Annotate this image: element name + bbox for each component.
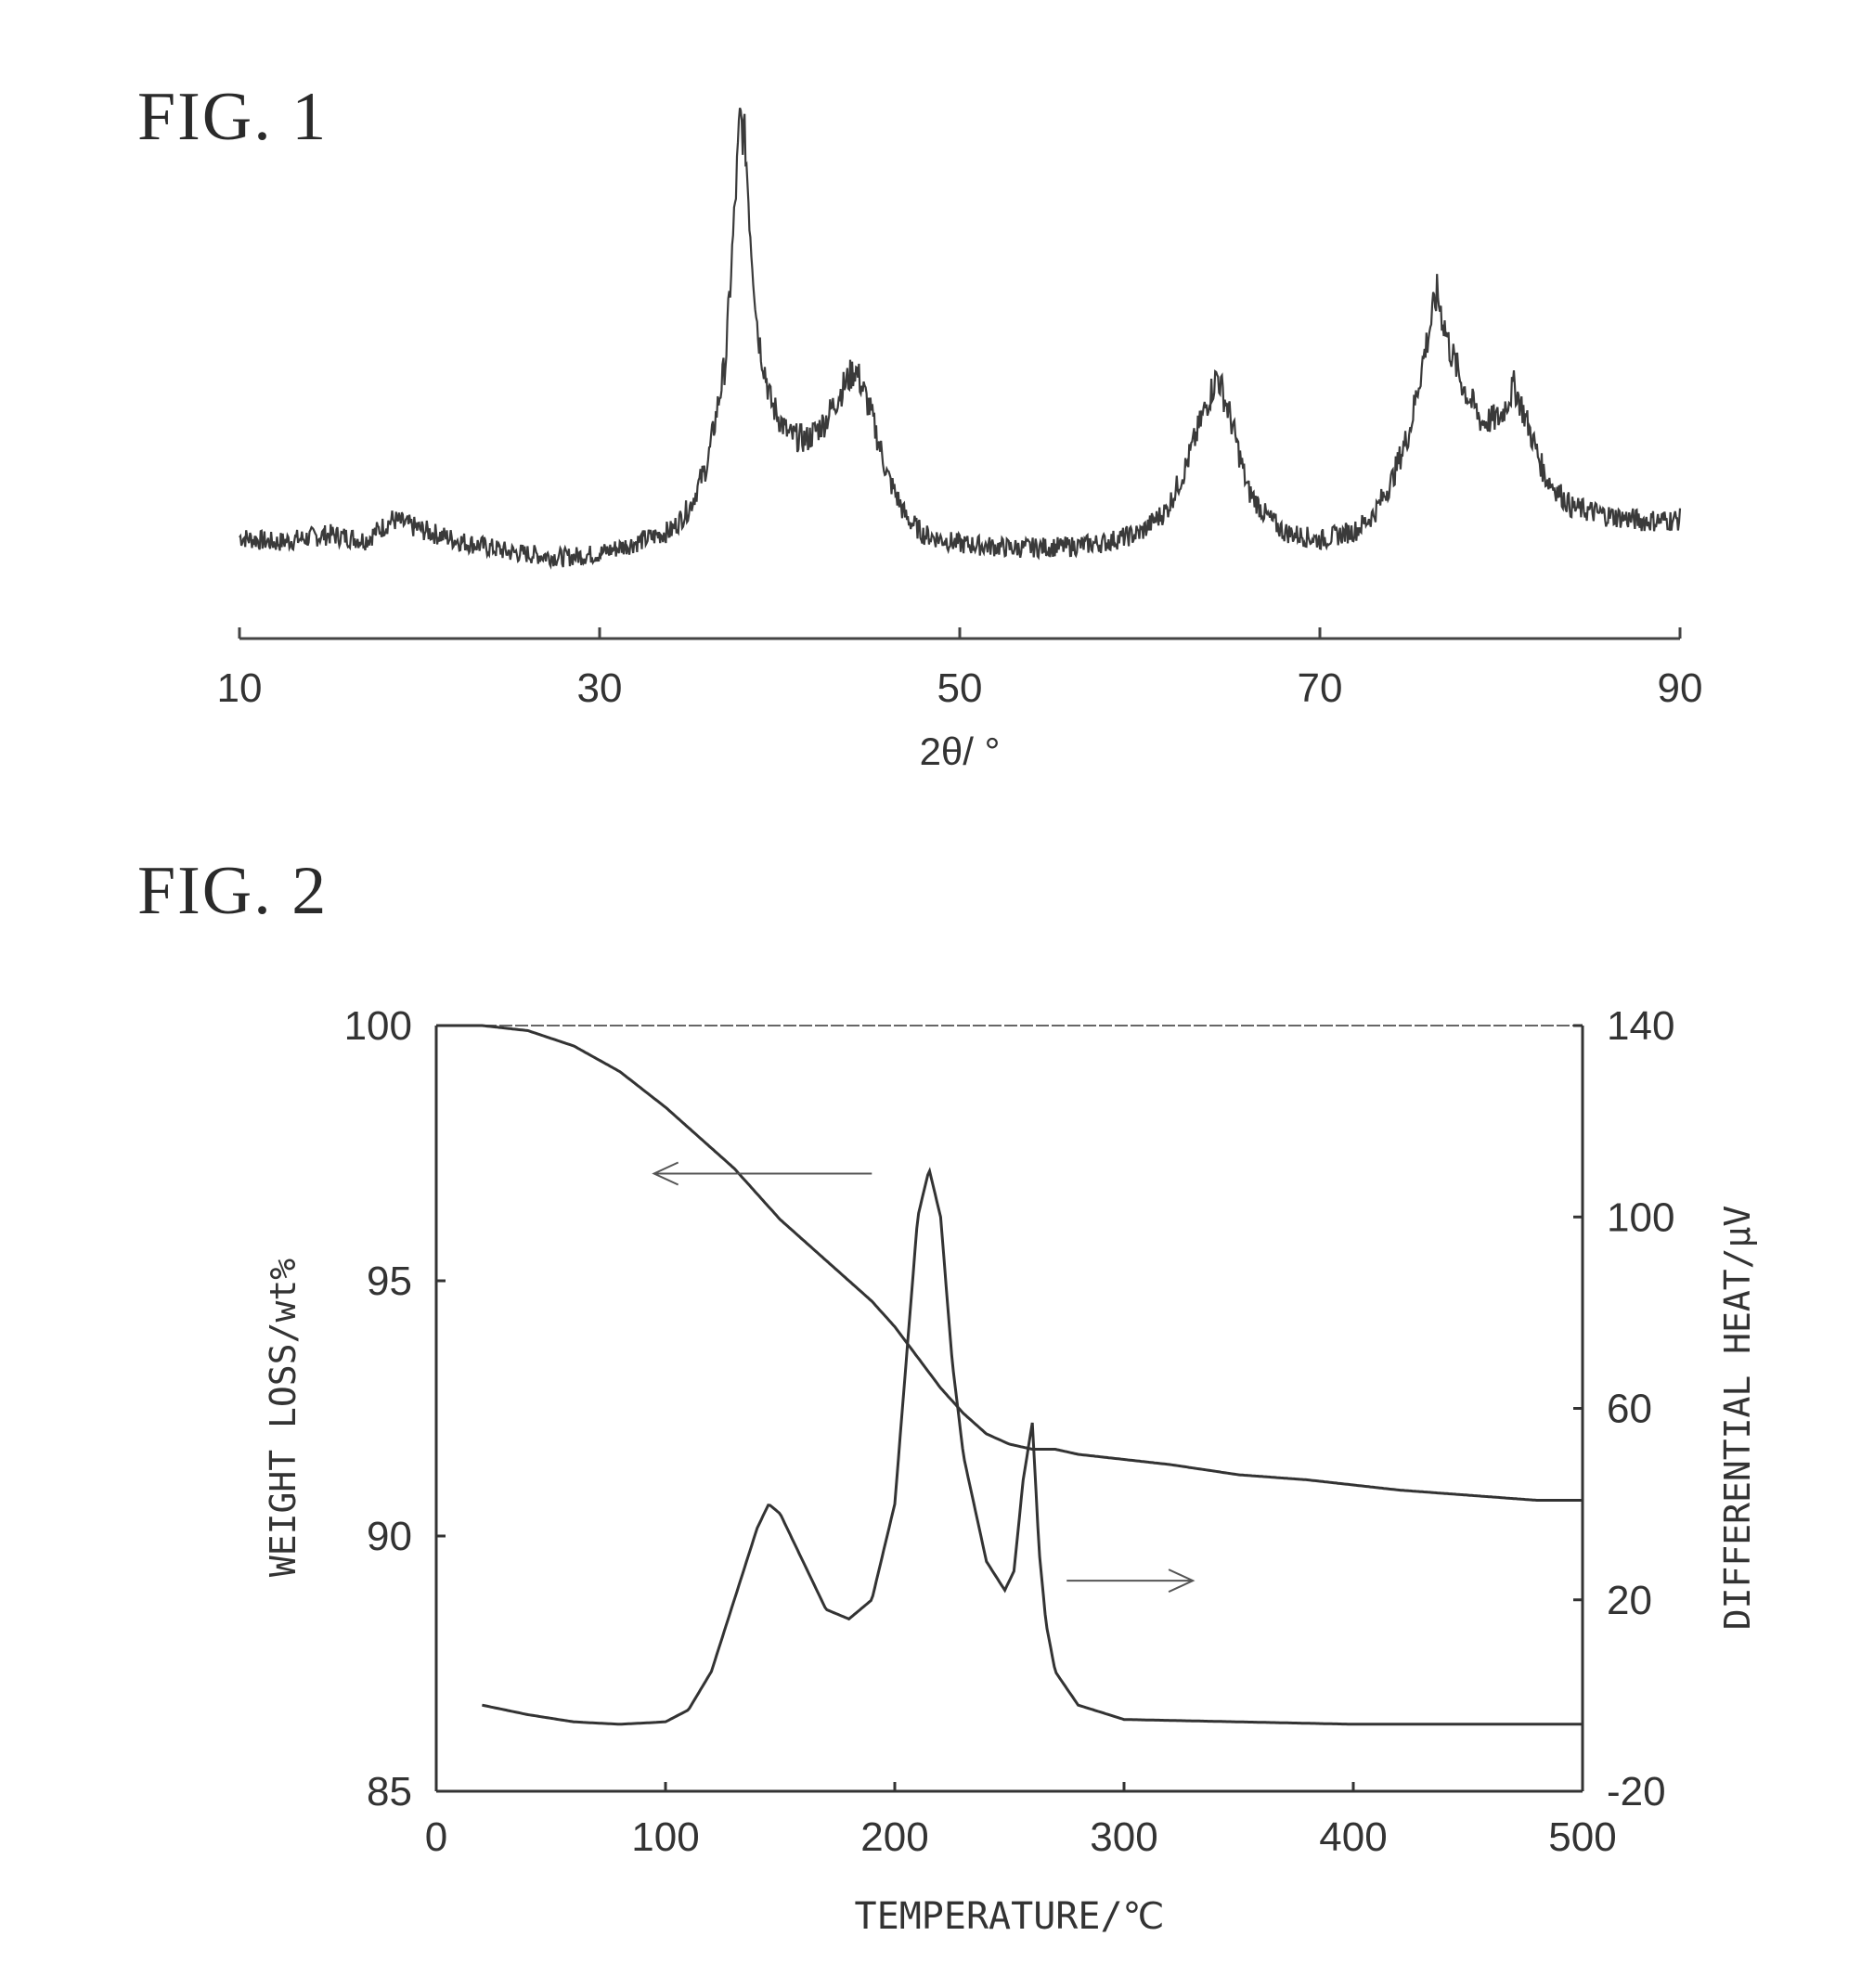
- fig2-y2-tick-label: 20: [1607, 1578, 1652, 1623]
- fig2-y2-tick-label: 140: [1607, 1003, 1674, 1049]
- fig2-x-tick-label: 300: [1090, 1814, 1157, 1860]
- fig2-y2-axis-title: DIFFERENTIAL HEAT/μV: [1717, 1206, 1758, 1631]
- fig2-x-tick-label: 200: [860, 1814, 928, 1860]
- fig2-y-axis-title: WEIGHT LOSS/wt%: [263, 1259, 304, 1577]
- fig2-y-tick-label: 85: [367, 1769, 412, 1814]
- fig2-y2-tick-label: 100: [1607, 1194, 1674, 1240]
- fig2-y2-tick-label: -20: [1607, 1769, 1666, 1814]
- fig2-x-axis-title: TEMPERATURE/℃: [855, 1895, 1165, 1938]
- fig2-y-tick-label: 95: [367, 1259, 412, 1304]
- fig2-x-tick-label: 0: [425, 1814, 447, 1860]
- fig2-y2-tick-label: 60: [1607, 1387, 1652, 1432]
- fig2-y-tick-label: 90: [367, 1514, 412, 1559]
- fig2-x-tick-label: 100: [631, 1814, 699, 1860]
- fig2-y-tick-label: 100: [344, 1003, 412, 1049]
- fig2-x-tick-label: 400: [1319, 1814, 1387, 1860]
- fig2-x-tick-label: 500: [1548, 1814, 1616, 1860]
- fig2-weight-loss-line: [436, 1026, 1583, 1501]
- fig2-differential-heat-line: [482, 1171, 1583, 1724]
